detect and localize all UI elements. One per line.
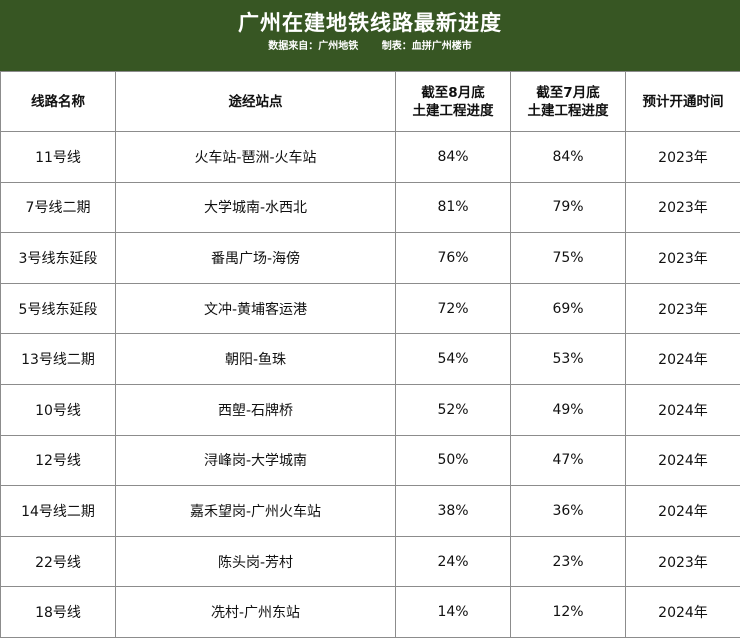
line-name-cell: 11号线: [0, 131, 116, 183]
open-time-cell: 2024年: [625, 383, 740, 436]
progress-table: 线路名称 途经站点 截至8月底 土建工程进度 截至7月底 土建工程进度 预计开通时间…: [0, 71, 740, 638]
aug-progress-cell: 38%: [395, 485, 511, 537]
line-name-cell: 18号线: [0, 586, 116, 638]
jul-progress-cell: 84%: [510, 131, 626, 183]
open-time-cell: 2023年: [625, 232, 740, 284]
open-time-cell: 2023年: [625, 131, 740, 183]
aug-progress-cell: 76%: [395, 232, 511, 284]
table-row: 10号线 西塱-石牌桥 52% 49% 2024年: [0, 383, 740, 436]
table-row: 22号线 陈头岗-芳村 24% 23% 2023年: [0, 535, 740, 588]
stations-cell: 嘉禾望岗-广州火车站: [115, 485, 396, 537]
table-row: 7号线二期 大学城南-水西北 81% 79% 2023年: [0, 181, 740, 234]
open-time-cell: 2024年: [625, 434, 740, 487]
table-row: 3号线东延段 番禺广场-海傍 76% 75% 2023年: [0, 232, 740, 284]
column-header-stations: 途经站点: [115, 71, 396, 132]
column-header-jul-progress: 截至7月底 土建工程进度: [510, 71, 626, 132]
line-name-cell: 13号线二期: [0, 333, 116, 385]
stations-cell: 番禺广场-海傍: [115, 232, 396, 284]
column-header-open-time: 预计开通时间: [625, 71, 740, 132]
aug-progress-cell: 50%: [395, 434, 511, 487]
line-name-cell: 10号线: [0, 383, 116, 436]
open-time-cell: 2024年: [625, 485, 740, 537]
jul-progress-cell: 69%: [510, 282, 626, 335]
table-row: 11号线 火车站-琶洲-火车站 84% 84% 2023年: [0, 131, 740, 183]
jul-progress-cell: 49%: [510, 383, 626, 436]
stations-cell: 西塱-石牌桥: [115, 383, 396, 436]
stations-cell: 冼村-广州东站: [115, 586, 396, 638]
line-name-cell: 7号线二期: [0, 181, 116, 234]
open-time-cell: 2024年: [625, 333, 740, 385]
subtitle: 数据来自：广州地铁 制表：血拼广州楼市: [0, 40, 740, 54]
line-name-cell: 3号线东延段: [0, 232, 116, 284]
line-name-cell: 14号线二期: [0, 485, 116, 537]
jul-progress-cell: 36%: [510, 485, 626, 537]
jul-progress-cell: 12%: [510, 586, 626, 638]
jul-progress-cell: 47%: [510, 434, 626, 487]
table-row: 13号线二期 朝阳-鱼珠 54% 53% 2024年: [0, 333, 740, 385]
aug-progress-cell: 54%: [395, 333, 511, 385]
table-maker: 制表：血拼广州楼市: [381, 41, 472, 52]
line-name-cell: 12号线: [0, 434, 116, 487]
stations-cell: 朝阳-鱼珠: [115, 333, 396, 385]
jul-progress-cell: 75%: [510, 232, 626, 284]
open-time-cell: 2023年: [625, 282, 740, 335]
aug-progress-cell: 84%: [395, 131, 511, 183]
jul-progress-cell: 53%: [510, 333, 626, 385]
stations-cell: 文冲-黄埔客运港: [115, 282, 396, 335]
open-time-cell: 2023年: [625, 535, 740, 588]
stations-cell: 陈头岗-芳村: [115, 535, 396, 588]
open-time-cell: 2024年: [625, 586, 740, 638]
table-row: 18号线 冼村-广州东站 14% 12% 2024年: [0, 586, 740, 638]
table-row: 14号线二期 嘉禾望岗-广州火车站 38% 36% 2024年: [0, 485, 740, 537]
stations-cell: 浔峰岗-大学城南: [115, 434, 396, 487]
column-header-line: 线路名称: [0, 71, 116, 132]
title-banner: 广州在建地铁线路最新进度 数据来自：广州地铁 制表：血拼广州楼市: [0, 0, 740, 71]
page-title: 广州在建地铁线路最新进度: [238, 11, 502, 35]
line-name-cell: 22号线: [0, 535, 116, 588]
aug-progress-cell: 52%: [395, 383, 511, 436]
aug-progress-cell: 81%: [395, 181, 511, 234]
stations-cell: 火车站-琶洲-火车站: [115, 131, 396, 183]
aug-progress-cell: 14%: [395, 586, 511, 638]
table-header-row: 线路名称 途经站点 截至8月底 土建工程进度 截至7月底 土建工程进度 预计开通时间: [0, 71, 740, 132]
stations-cell: 大学城南-水西北: [115, 181, 396, 234]
data-source: 数据来自：广州地铁: [268, 41, 359, 52]
table-row: 12号线 浔峰岗-大学城南 50% 47% 2024年: [0, 434, 740, 487]
aug-progress-cell: 24%: [395, 535, 511, 588]
aug-progress-cell: 72%: [395, 282, 511, 335]
line-name-cell: 5号线东延段: [0, 282, 116, 335]
table-row: 5号线东延段 文冲-黄埔客运港 72% 69% 2023年: [0, 282, 740, 335]
open-time-cell: 2023年: [625, 181, 740, 234]
jul-progress-cell: 79%: [510, 181, 626, 234]
column-header-aug-progress: 截至8月底 土建工程进度: [395, 71, 511, 132]
jul-progress-cell: 23%: [510, 535, 626, 588]
